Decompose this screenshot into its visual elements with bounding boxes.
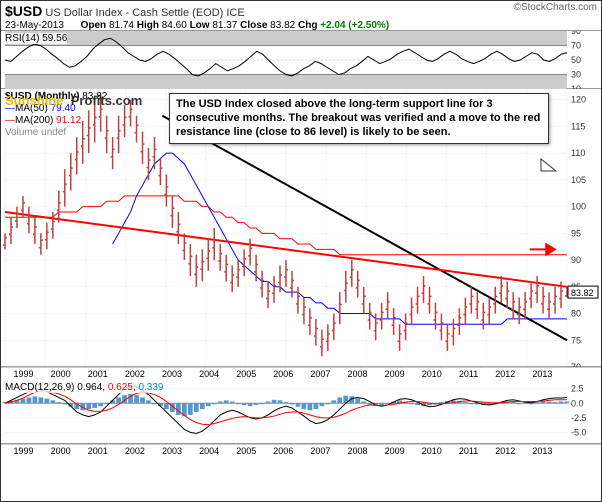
x-tick: 2011 (459, 446, 478, 456)
x-tick: 2008 (348, 446, 368, 456)
x-tick: 2007 (310, 369, 330, 379)
watermark: Sunshine Profits.com (5, 93, 142, 108)
svg-text:-2.5: -2.5 (571, 413, 587, 423)
svg-text:0.0: 0.0 (571, 398, 584, 408)
x-tick: 2003 (162, 446, 182, 456)
chart-header: $USD US Dollar Index - Cash Settle (EOD)… (1, 1, 601, 31)
x-tick: 2000 (51, 446, 71, 456)
macd-panel: MACD(12,26,9) 0.964, 0.625, 0.339 -5.0 -2… (1, 380, 601, 444)
ma200-label: —MA(200) 91.12 (5, 115, 81, 126)
ticker-symbol: $USD (5, 3, 42, 19)
x-tick: 2006 (273, 369, 293, 379)
svg-text:80: 80 (571, 309, 581, 319)
x-tick: 2004 (199, 446, 219, 456)
attribution: ©StockCharts.com (513, 2, 597, 13)
svg-text:120: 120 (571, 95, 586, 105)
x-axis-upper: 1999 2000 2001 2002 2003 2004 2005 2006 2007 2008… (1, 367, 601, 380)
x-tick: 2005 (236, 446, 256, 456)
svg-text:-5.0: -5.0 (571, 427, 587, 437)
x-tick: 2004 (199, 369, 219, 379)
x-tick: 2007 (310, 446, 330, 456)
svg-text:70: 70 (571, 362, 581, 367)
x-tick: 2006 (273, 446, 293, 456)
svg-text:2.5: 2.5 (571, 384, 584, 394)
change-value: +2.04 (+2.50%) (320, 20, 389, 31)
x-tick: 2009 (385, 446, 405, 456)
x-tick: 1999 (14, 369, 34, 379)
x-tick: 2002 (125, 446, 145, 456)
svg-text:95: 95 (571, 228, 581, 238)
ohlc-meta: 23-May-2013 Open 81.74 High 84.60 Low 81… (5, 20, 597, 31)
x-tick: 2013 (532, 369, 552, 379)
svg-text:100: 100 (571, 202, 586, 212)
x-tick: 2009 (385, 369, 405, 379)
x-tick: 2000 (51, 369, 71, 379)
price-panel: $USD (Monthly) 83.82 —MA(50) 79.40 —MA(2… (1, 89, 601, 367)
svg-text:75: 75 (571, 335, 581, 345)
volume-label: Volume undef (5, 127, 66, 138)
svg-text:115: 115 (571, 121, 585, 131)
svg-text:83.82: 83.82 (571, 288, 594, 298)
svg-text:90: 90 (571, 255, 581, 265)
x-tick: 2012 (495, 446, 515, 456)
x-axis-lower: 1999 2000 2001 2002 2003 2004 2005 2006 2007 2008… (1, 444, 601, 457)
svg-text:110: 110 (571, 148, 585, 158)
x-tick: 2013 (532, 446, 552, 456)
stockchart-container: $USD US Dollar Index - Cash Settle (EOD)… (0, 0, 602, 502)
ticker-description: US Dollar Index - Cash Settle (EOD) ICE (45, 7, 244, 19)
svg-text:30: 30 (571, 70, 581, 80)
x-tick: 2008 (348, 369, 368, 379)
chart-date: 23-May-2013 (5, 20, 64, 31)
x-tick: 1999 (14, 446, 34, 456)
x-tick: 2005 (236, 369, 256, 379)
macd-label: MACD(12,26,9) 0.964, 0.625, 0.339 (5, 382, 163, 393)
rsi-panel: RSI(14) 59.56 9070503010 (1, 31, 601, 89)
x-tick: 2012 (495, 369, 515, 379)
x-tick: 2002 (125, 369, 145, 379)
x-tick: 2010 (422, 446, 442, 456)
x-tick: 2001 (88, 369, 108, 379)
svg-text:90: 90 (571, 31, 581, 36)
svg-text:105: 105 (571, 175, 586, 185)
svg-text:70: 70 (571, 41, 581, 51)
x-tick: 2003 (162, 369, 182, 379)
annotation-callout: The USD Index closed above the long-term… (169, 93, 549, 144)
x-tick: 2010 (422, 369, 442, 379)
rsi-label: RSI(14) 59.56 (5, 33, 67, 44)
rsi-plot: 9070503010 (1, 31, 601, 89)
x-tick: 2001 (88, 446, 108, 456)
x-tick: 2011 (459, 369, 478, 379)
svg-text:50: 50 (571, 55, 581, 65)
